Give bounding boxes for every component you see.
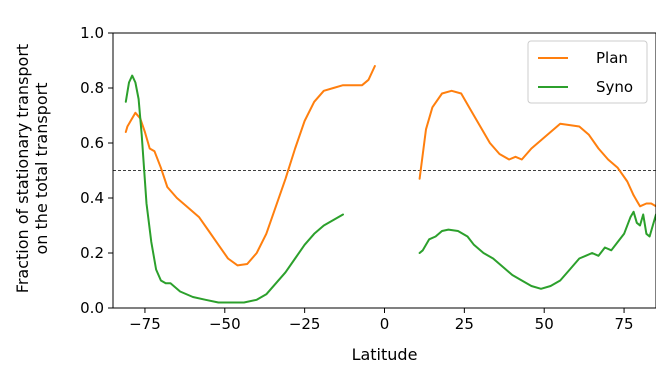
series-plan-line-segment-0 <box>124 65 376 267</box>
x-tick-label: −25 <box>289 315 321 333</box>
plot-area <box>112 32 656 309</box>
legend-label-syno: Syno <box>596 78 633 96</box>
x-tick-label: 50 <box>535 315 554 333</box>
series-plan-line-segment-1 <box>418 89 656 208</box>
x-tick-label: −50 <box>209 315 241 333</box>
legend: Plan Syno <box>527 40 648 104</box>
y-tick-label: 0.8 <box>80 79 104 97</box>
x-axis-ticks: −75 −50 −25 0 25 50 75 <box>129 308 634 333</box>
y-axis-label-line-1: Fraction of stationary transport <box>13 44 32 293</box>
x-axis-label: Latitude <box>352 345 418 364</box>
series-syno-line-segment-0 <box>124 74 344 304</box>
x-tick-label: 25 <box>455 315 474 333</box>
y-axis-ticks: 0.0 0.2 0.4 0.6 0.8 1.0 <box>80 24 113 317</box>
series-syno-line-segment-1 <box>418 210 656 290</box>
legend-label-plan: Plan <box>596 49 628 67</box>
x-tick-label: 0 <box>380 315 390 333</box>
y-tick-label: 0.2 <box>80 244 104 262</box>
y-tick-label: 0.6 <box>80 134 104 152</box>
series-layer <box>124 65 656 304</box>
x-tick-label: −75 <box>129 315 161 333</box>
x-tick-label: 75 <box>615 315 634 333</box>
y-axis-label-line-2: on the total transport <box>32 83 51 255</box>
y-tick-label: 0.4 <box>80 189 104 207</box>
y-tick-label: 1.0 <box>80 24 104 42</box>
y-tick-label: 0.0 <box>80 299 104 317</box>
